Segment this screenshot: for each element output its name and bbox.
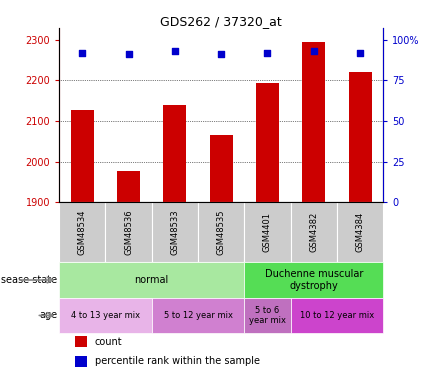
FancyBboxPatch shape bbox=[244, 298, 291, 333]
Bar bbox=[256, 83, 279, 203]
Bar bbox=[75, 336, 87, 347]
Text: 5 to 6
year mix: 5 to 6 year mix bbox=[249, 306, 286, 325]
Bar bbox=[349, 72, 372, 202]
Point bbox=[264, 50, 271, 55]
Text: GSM48533: GSM48533 bbox=[170, 210, 180, 255]
FancyBboxPatch shape bbox=[59, 298, 152, 333]
FancyBboxPatch shape bbox=[337, 202, 383, 262]
Bar bbox=[117, 171, 140, 202]
Point bbox=[310, 48, 317, 54]
FancyBboxPatch shape bbox=[244, 262, 383, 298]
Bar bbox=[302, 42, 325, 203]
Title: GDS262 / 37320_at: GDS262 / 37320_at bbox=[160, 15, 282, 28]
Text: 10 to 12 year mix: 10 to 12 year mix bbox=[300, 311, 374, 320]
FancyBboxPatch shape bbox=[59, 202, 106, 262]
Text: count: count bbox=[95, 336, 122, 346]
Text: GSM48535: GSM48535 bbox=[217, 210, 226, 255]
Text: GSM4382: GSM4382 bbox=[309, 212, 318, 252]
Point bbox=[171, 48, 178, 54]
Point bbox=[125, 51, 132, 57]
Text: percentile rank within the sample: percentile rank within the sample bbox=[95, 356, 260, 366]
FancyBboxPatch shape bbox=[198, 202, 244, 262]
Bar bbox=[210, 135, 233, 202]
FancyBboxPatch shape bbox=[106, 202, 152, 262]
Text: normal: normal bbox=[134, 275, 169, 285]
Text: GSM48534: GSM48534 bbox=[78, 210, 87, 255]
Text: Duchenne muscular
dystrophy: Duchenne muscular dystrophy bbox=[265, 269, 363, 291]
Point bbox=[357, 50, 364, 55]
Text: disease state: disease state bbox=[0, 275, 57, 285]
Bar bbox=[75, 356, 87, 367]
Text: GSM48536: GSM48536 bbox=[124, 210, 133, 255]
Point bbox=[79, 50, 86, 55]
Text: age: age bbox=[39, 310, 57, 320]
FancyBboxPatch shape bbox=[59, 262, 244, 298]
Bar bbox=[71, 110, 94, 202]
Text: GSM4384: GSM4384 bbox=[356, 212, 364, 252]
Text: 4 to 13 year mix: 4 to 13 year mix bbox=[71, 311, 140, 320]
FancyBboxPatch shape bbox=[291, 298, 383, 333]
FancyBboxPatch shape bbox=[152, 202, 198, 262]
Point bbox=[218, 51, 225, 57]
FancyBboxPatch shape bbox=[291, 202, 337, 262]
Text: GSM4401: GSM4401 bbox=[263, 212, 272, 252]
FancyBboxPatch shape bbox=[244, 202, 291, 262]
Bar bbox=[163, 105, 187, 202]
FancyBboxPatch shape bbox=[152, 298, 244, 333]
Text: 5 to 12 year mix: 5 to 12 year mix bbox=[163, 311, 233, 320]
